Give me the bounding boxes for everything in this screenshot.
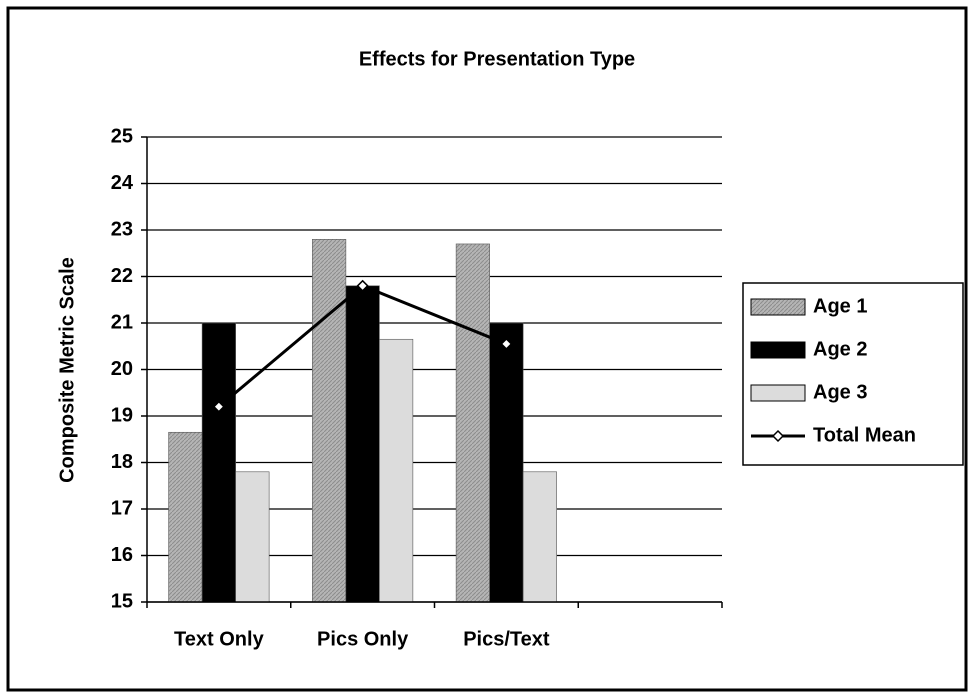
bar xyxy=(522,471,557,603)
bar xyxy=(168,431,203,603)
legend-label: Age 1 xyxy=(813,295,867,317)
y-tick-label: 21 xyxy=(111,311,133,333)
legend-swatch xyxy=(750,384,806,402)
bar xyxy=(312,239,347,603)
bar xyxy=(489,322,524,603)
y-tick-label: 22 xyxy=(111,265,133,287)
y-tick-label: 15 xyxy=(111,590,133,612)
chart-title: Effects for Presentation Type xyxy=(359,48,635,70)
x-tick-label: Text Only xyxy=(174,628,265,650)
legend-label: Age 3 xyxy=(813,381,867,403)
legend-label: Total Mean xyxy=(813,424,916,446)
legend-swatch xyxy=(750,298,806,316)
legend-marker xyxy=(771,429,785,443)
bar xyxy=(455,243,490,603)
y-tick-label: 24 xyxy=(111,172,134,194)
mean-marker xyxy=(500,337,513,350)
mean-marker xyxy=(356,279,369,292)
legend-label: Age 2 xyxy=(813,338,867,360)
mean-marker xyxy=(212,400,225,413)
y-tick-label: 16 xyxy=(111,544,133,566)
bar xyxy=(201,322,236,603)
legend-swatch xyxy=(750,341,806,359)
y-tick-label: 23 xyxy=(111,218,133,240)
y-tick-label: 25 xyxy=(111,125,133,147)
y-tick-label: 17 xyxy=(111,497,133,519)
x-tick-label: Pics Only xyxy=(317,628,409,650)
y-tick-label: 19 xyxy=(111,404,133,426)
bar xyxy=(345,285,380,603)
bar xyxy=(379,338,414,603)
y-axis-label: Composite Metric Scale xyxy=(56,257,78,483)
y-tick-label: 20 xyxy=(111,358,133,380)
x-tick-label: Pics/Text xyxy=(463,628,550,650)
bar xyxy=(235,471,270,603)
y-tick-label: 18 xyxy=(111,451,133,473)
